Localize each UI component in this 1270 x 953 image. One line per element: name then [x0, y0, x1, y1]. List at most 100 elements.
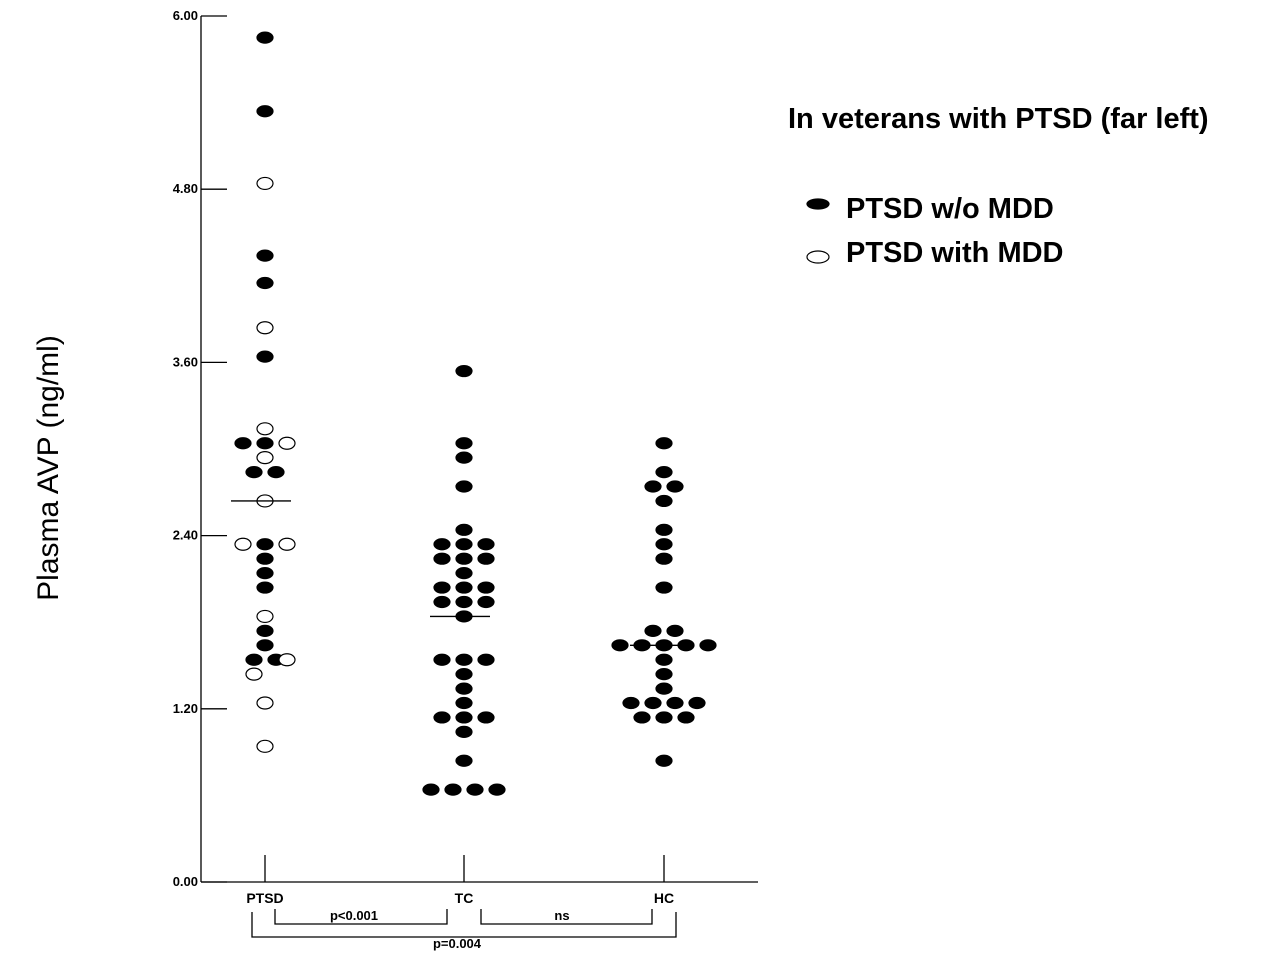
data-point-open [256, 422, 274, 436]
data-point-filled [455, 437, 473, 450]
data-point-filled [256, 249, 274, 262]
legend-marker-open [806, 250, 830, 264]
median-lines [231, 500, 690, 646]
data-point-filled [245, 465, 263, 479]
data-point-filled [256, 538, 274, 551]
data-point-filled [444, 783, 462, 796]
data-point-filled [455, 480, 473, 493]
data-point-filled [477, 581, 495, 594]
data-point-filled [433, 552, 451, 565]
data-point-filled [256, 437, 274, 450]
data-point-open [256, 321, 274, 335]
data-point-filled [245, 653, 263, 666]
data-point-filled [633, 711, 651, 724]
bracket-line [480, 909, 653, 925]
legend-entry-label: PTSD with MDD [846, 237, 1064, 269]
data-point-open [256, 609, 274, 624]
bracket-line [274, 909, 448, 925]
data-point-filled [455, 595, 473, 609]
data-point-filled [488, 783, 506, 796]
data-point-filled [267, 465, 285, 479]
data-point-filled [455, 668, 473, 681]
data-point-filled [677, 711, 695, 724]
data-point-open [256, 739, 274, 753]
y-tick-label: 6.00 [173, 8, 198, 23]
data-point-filled [666, 624, 684, 637]
data-point-filled [256, 639, 274, 652]
data-point-filled [644, 480, 662, 493]
data-point-filled [477, 595, 495, 609]
data-point-filled [256, 567, 274, 580]
data-point-filled [466, 783, 484, 796]
data-point-filled [666, 696, 684, 710]
y-tick-label: 0.00 [173, 874, 198, 889]
data-point-filled [655, 494, 673, 508]
data-point-filled [688, 696, 706, 710]
data-point-filled [433, 581, 451, 594]
data-point-filled [256, 276, 274, 290]
data-point-filled [611, 639, 629, 652]
bracket-label: ns [554, 908, 569, 923]
data-point-filled [455, 653, 473, 666]
data-point-filled [455, 696, 473, 710]
data-point-filled [477, 711, 495, 724]
data-point-open [256, 696, 274, 710]
data-point-filled [256, 552, 274, 565]
x-tick-label: HC [654, 890, 674, 906]
data-point-open [278, 653, 296, 667]
data-point-filled [655, 682, 673, 695]
data-point-filled [655, 711, 673, 724]
y-tick-label: 3.60 [173, 354, 198, 369]
data-point-open [278, 436, 296, 450]
legend-entry-label: PTSD w/o MDD [846, 193, 1054, 225]
data-point-filled [655, 552, 673, 565]
data-point-filled [256, 105, 274, 118]
data-point-filled [477, 552, 495, 565]
data-point-open [256, 176, 274, 191]
x-tick-label: PTSD [246, 890, 283, 906]
data-point-filled [433, 595, 451, 609]
data-point-filled [455, 364, 473, 378]
data-point-filled [655, 653, 673, 666]
data-point-filled [455, 711, 473, 724]
data-point-filled [455, 754, 473, 767]
data-point-filled [433, 711, 451, 724]
bracket-label: p=0.004 [433, 936, 482, 951]
y-tick-label: 4.80 [173, 181, 198, 196]
data-point-filled [655, 668, 673, 681]
data-point-open [256, 451, 274, 465]
data-point-filled [234, 437, 252, 450]
legend: In veterans with PTSD (far left) PTSD w/… [788, 103, 1209, 269]
data-points [234, 31, 717, 796]
significance-brackets: p<0.001 ns p=0.004 [251, 908, 677, 951]
data-point-filled [622, 696, 640, 710]
data-point-open [278, 537, 296, 551]
data-point-filled [455, 538, 473, 551]
data-point-filled [655, 523, 673, 536]
bracket-label: p<0.001 [330, 908, 378, 923]
data-point-filled [644, 624, 662, 637]
data-point-filled [655, 465, 673, 479]
legend-marker-filled [806, 198, 830, 210]
y-axis-label: Plasma AVP (ng/ml) [32, 335, 65, 601]
data-point-open [245, 667, 263, 681]
data-point-filled [644, 696, 662, 710]
data-point-filled [256, 31, 274, 44]
data-point-open [234, 537, 252, 551]
data-point-filled [256, 350, 274, 363]
data-point-filled [455, 682, 473, 695]
data-point-filled [455, 567, 473, 580]
axes: 0.00 1.20 2.40 3.60 4.80 6.00 PTSD TC HC [173, 8, 758, 906]
data-point-filled [655, 581, 673, 594]
y-tick-label: 2.40 [173, 528, 198, 543]
data-point-filled [455, 451, 473, 464]
data-point-filled [655, 538, 673, 551]
data-point-filled [455, 581, 473, 594]
x-tick-label: TC [455, 890, 474, 906]
data-point-filled [477, 653, 495, 666]
data-point-filled [455, 523, 473, 536]
data-point-filled [433, 538, 451, 551]
data-point-filled [666, 480, 684, 493]
data-point-filled [256, 624, 274, 637]
